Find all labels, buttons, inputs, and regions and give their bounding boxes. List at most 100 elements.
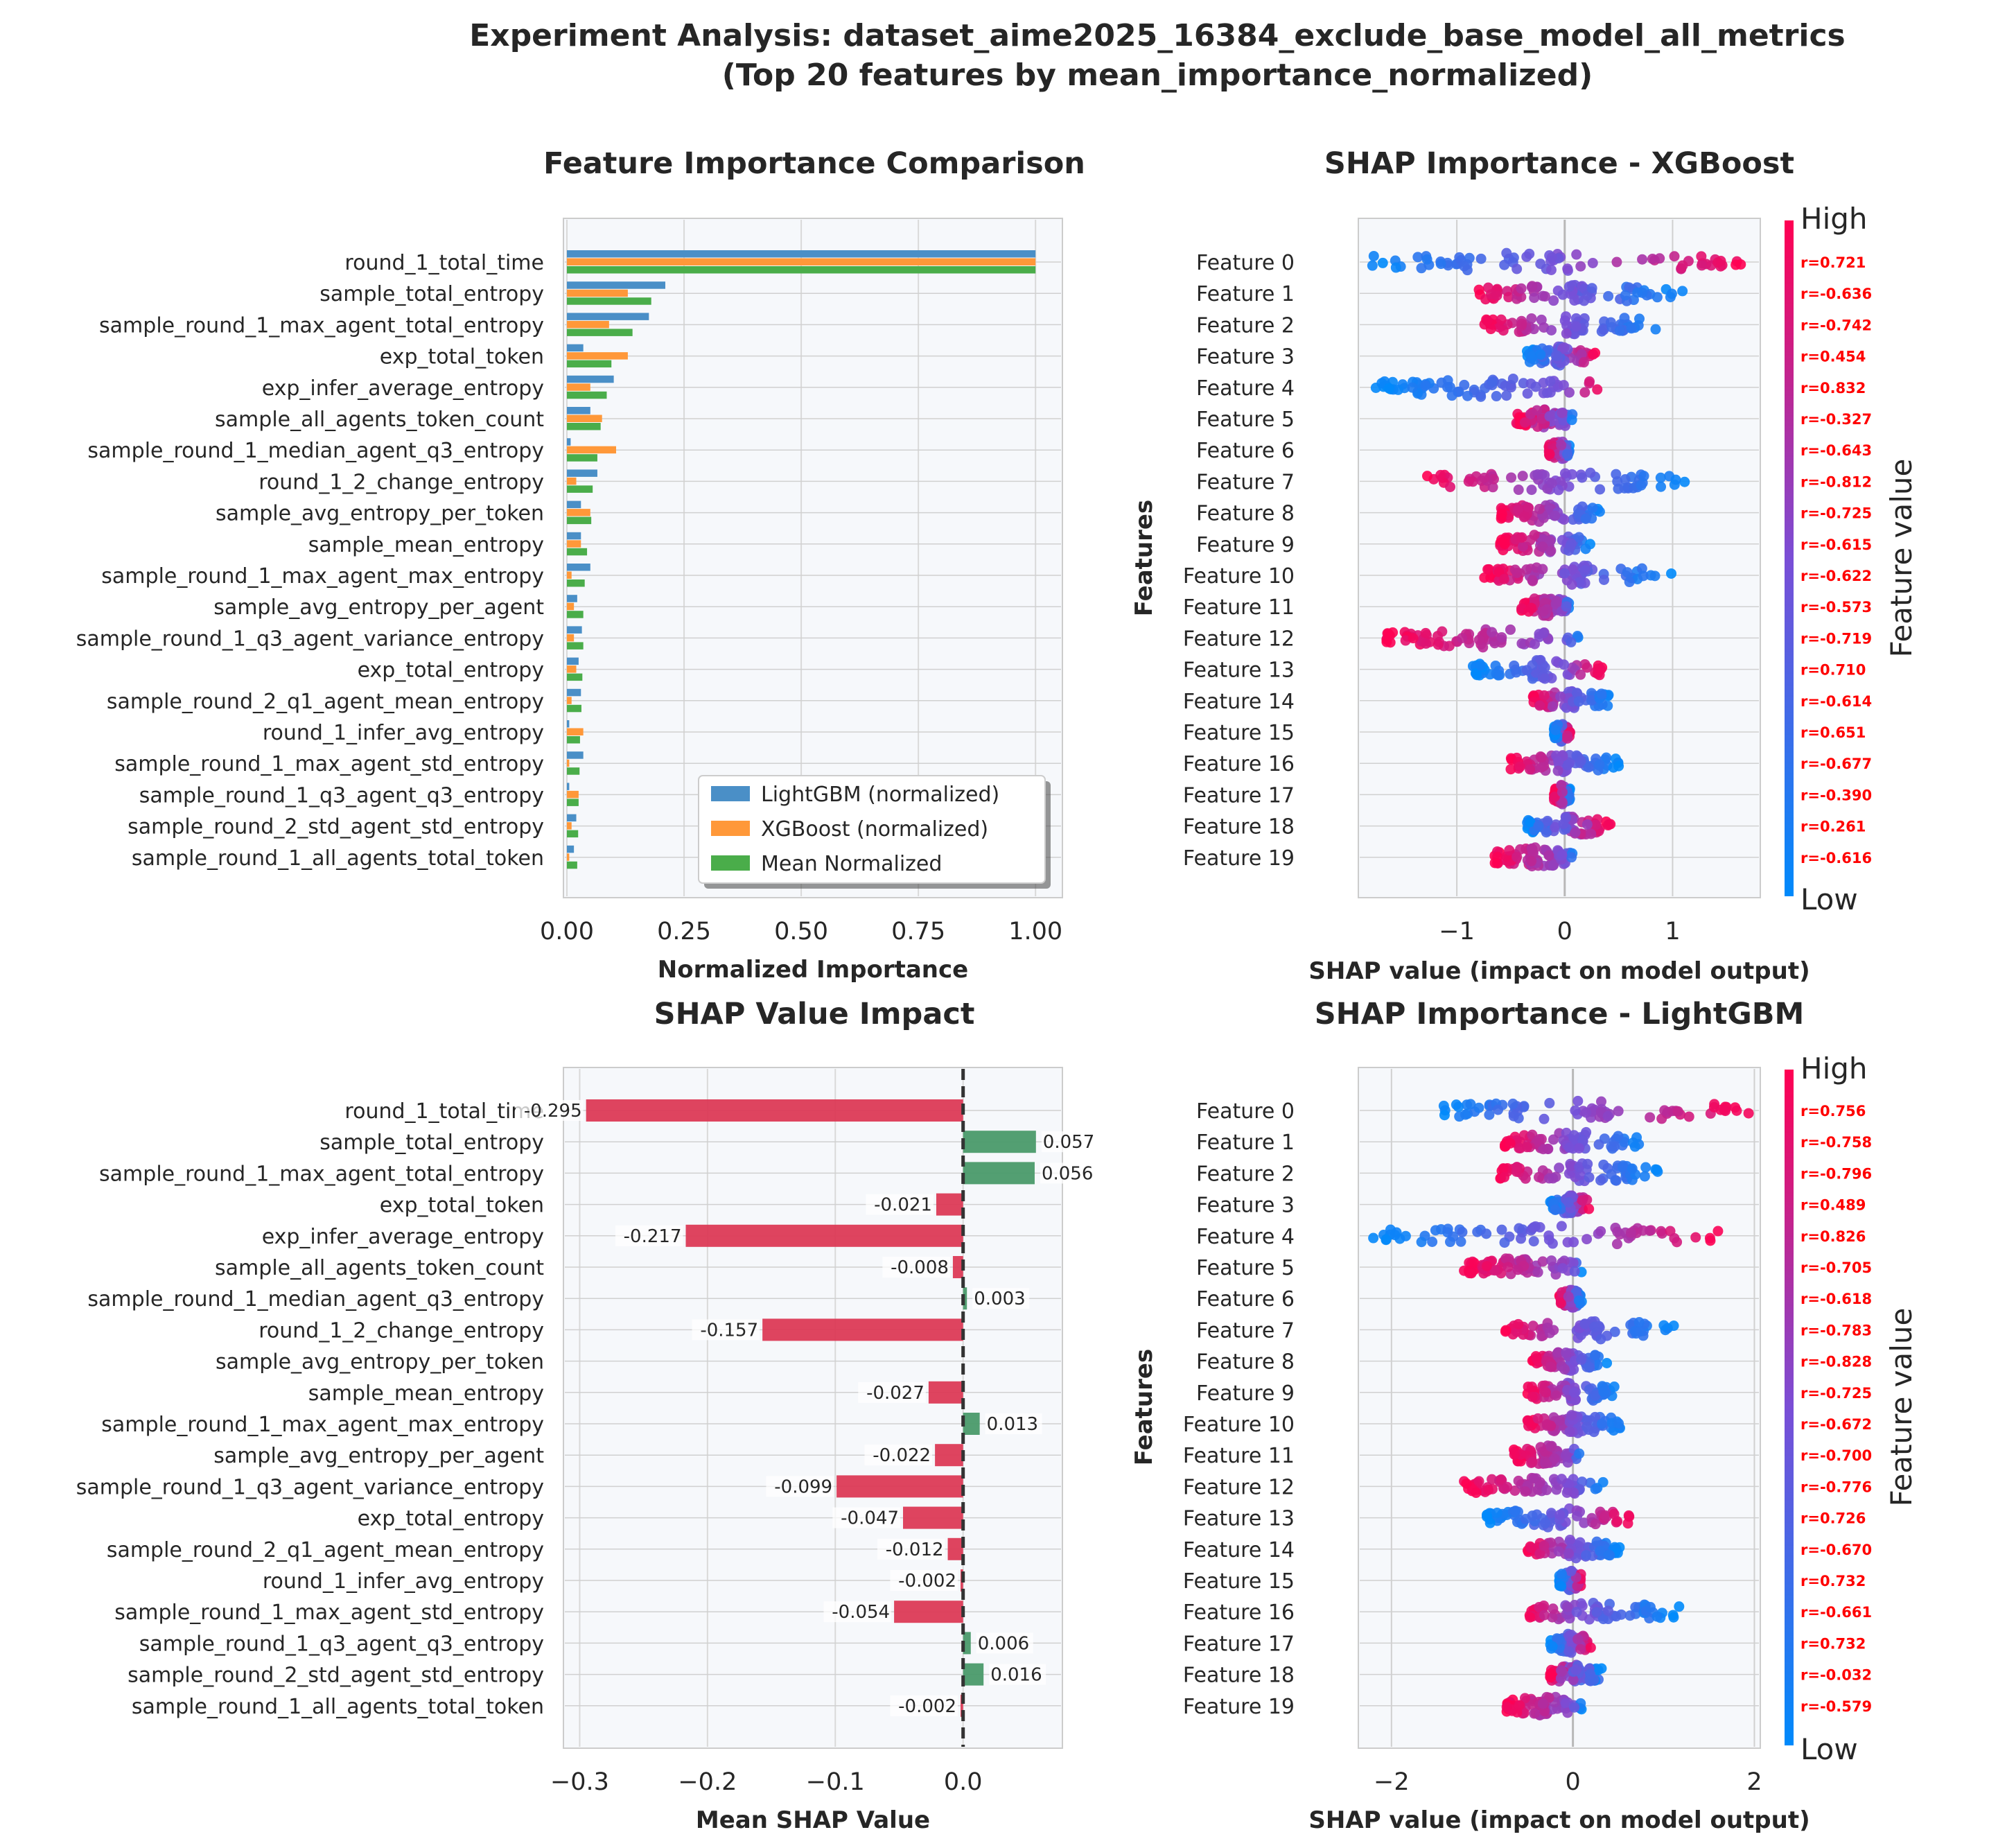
p2-shap-point (1412, 252, 1423, 263)
p4-shap-point (1527, 1320, 1539, 1332)
panel1-bar (567, 571, 572, 579)
p2-correlation-label: r=-0.622 (1800, 568, 1872, 584)
p2-shap-point (1570, 313, 1581, 324)
p4-feature-label: Feature 2 (1196, 1162, 1295, 1186)
p2-shap-point (1595, 664, 1606, 675)
p4-shap-point (1508, 1110, 1519, 1122)
p2-shap-point (1526, 281, 1537, 293)
p2-feature-label: Feature 17 (1183, 783, 1295, 808)
p4-shap-point (1562, 1237, 1573, 1248)
p4-shap-point (1541, 1387, 1552, 1398)
p2-correlation-label: r=0.710 (1800, 662, 1866, 679)
p4-shap-point (1483, 1484, 1494, 1495)
p4-shap-point (1563, 1197, 1574, 1208)
p4-shap-point (1575, 1537, 1586, 1548)
p4-shap-point (1548, 1173, 1559, 1184)
p4-shap-point (1564, 1613, 1575, 1624)
p2-shap-point (1735, 259, 1746, 270)
panel3-bar (903, 1506, 963, 1529)
panel3-category-label: sample_all_agents_token_count (215, 1256, 544, 1280)
p2-shap-point (1562, 733, 1573, 744)
p4-shap-point (1575, 1169, 1586, 1180)
panel1-bar (567, 500, 581, 509)
panel1-bar (567, 477, 577, 485)
p2-shap-point (1543, 850, 1554, 861)
p4-correlation-label: r=-0.579 (1800, 1698, 1872, 1715)
p2-shap-point (1580, 513, 1591, 524)
p4-correlation-label: r=0.826 (1800, 1228, 1866, 1245)
panel3-value-label: -0.099 (774, 1476, 832, 1497)
panel1-bar (567, 383, 590, 391)
panel3-bar (685, 1224, 963, 1247)
panel1-bar (567, 438, 571, 446)
p4-shap-point (1559, 1363, 1570, 1375)
p2-shap-point (1669, 479, 1680, 490)
p2-shap-point (1416, 263, 1427, 274)
p2-shap-point (1368, 250, 1379, 261)
p4-shap-point (1645, 1602, 1656, 1613)
p4-shap-point (1465, 1099, 1476, 1110)
p2-shap-point (1586, 828, 1597, 839)
p2-shap-point (1392, 384, 1403, 395)
p2-shap-point (1512, 851, 1523, 862)
p2-shap-point (1556, 439, 1567, 451)
panel4-colorbar-title: Feature value (1884, 1308, 1918, 1507)
panel3-value-label: -0.157 (700, 1320, 758, 1341)
panel3-value-label-bg (976, 1632, 1033, 1654)
p4-shap-point (1593, 1320, 1604, 1332)
panel1-category-label: sample_round_1_all_agents_total_token (132, 846, 544, 871)
p2-feature-label: Feature 3 (1196, 345, 1295, 369)
panel3-value-label: -0.021 (874, 1195, 932, 1216)
p4-shap-point (1656, 1226, 1667, 1237)
panel1-title: Feature Importance Comparison (543, 146, 1085, 181)
p2-shap-point (1435, 469, 1446, 480)
p2-shap-point (1638, 570, 1649, 582)
p2-xtick-label: 1 (1665, 918, 1680, 945)
panel1-xtick-label: 0.25 (657, 918, 711, 945)
p4-shap-point (1597, 1476, 1609, 1488)
panel3-value-label: -0.012 (886, 1540, 944, 1560)
panel1-bar (567, 407, 590, 415)
p4-shap-point (1704, 1232, 1715, 1244)
p2-shap-point (1489, 857, 1500, 869)
p2-shap-point (1595, 484, 1606, 495)
p4-shap-point (1513, 1475, 1524, 1486)
p2-shap-point (1561, 328, 1572, 339)
p2-shap-point (1613, 483, 1624, 494)
p4-shap-point (1667, 1610, 1679, 1621)
p4-shap-point (1598, 1159, 1609, 1170)
p4-shap-point (1708, 1101, 1719, 1113)
p2-shap-point (1598, 574, 1609, 585)
p2-shap-point (1562, 760, 1573, 771)
panel3-xtick-label: −0.1 (806, 1768, 865, 1796)
p2-shap-point (1530, 381, 1541, 392)
p4-shap-point (1651, 1611, 1663, 1622)
p4-shap-point (1731, 1105, 1742, 1116)
p2-shap-point (1592, 384, 1603, 395)
p2-feature-label: Feature 9 (1196, 533, 1295, 557)
panel3-bar (947, 1537, 963, 1560)
p2-shap-point (1546, 478, 1557, 489)
p4-shap-point (1597, 1418, 1608, 1429)
p2-shap-point (1583, 762, 1594, 773)
p4-shap-point (1460, 1109, 1471, 1120)
p2-shap-point (1535, 259, 1546, 270)
p4-shap-point (1491, 1507, 1502, 1518)
p4-feature-label: Feature 13 (1183, 1507, 1295, 1531)
p4-shap-point (1623, 1510, 1634, 1521)
p4-shap-point (1557, 1263, 1568, 1274)
p4-feature-label: Feature 5 (1196, 1256, 1295, 1280)
p4-shap-point (1453, 1101, 1464, 1113)
panel1-bar (567, 297, 651, 305)
p2-feature-label: Feature 7 (1196, 470, 1295, 494)
p4-shap-point (1595, 1546, 1606, 1557)
p4-shap-point (1598, 1614, 1609, 1625)
panel3-category-label: sample_round_1_max_agent_total_entropy (99, 1162, 544, 1186)
p2-shap-point (1575, 669, 1586, 680)
p4-shap-point (1512, 1264, 1523, 1275)
panel1-bar (567, 642, 584, 650)
p4-shap-point (1571, 1607, 1582, 1618)
p4-shap-point (1439, 1110, 1450, 1121)
p4-shap-point (1554, 1415, 1565, 1426)
p4-shap-point (1545, 1361, 1556, 1372)
